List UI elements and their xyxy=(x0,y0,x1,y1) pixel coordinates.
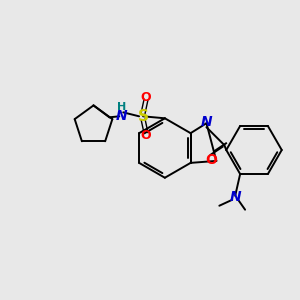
Text: N: N xyxy=(201,115,212,129)
Text: S: S xyxy=(138,109,148,124)
Text: O: O xyxy=(141,91,151,104)
Text: O: O xyxy=(141,129,151,142)
Text: H: H xyxy=(117,102,126,112)
Text: O: O xyxy=(206,153,217,167)
Text: N: N xyxy=(230,190,241,204)
Text: N: N xyxy=(116,109,127,123)
